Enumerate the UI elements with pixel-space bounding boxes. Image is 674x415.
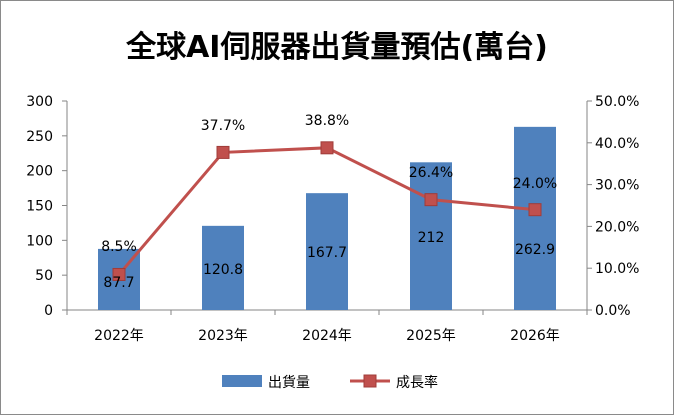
- line-data-label: 37.7%: [201, 118, 245, 134]
- line-data-label: 38.8%: [305, 113, 349, 129]
- bar-data-label: 120.8: [203, 262, 243, 278]
- y-right-tick-label: 50.0%: [595, 94, 639, 110]
- line-marker: [320, 141, 334, 155]
- y-left-tick-label: 200: [26, 164, 53, 180]
- y-left-tick-label: 0: [44, 303, 53, 319]
- line-marker: [424, 193, 438, 207]
- y-left-tick-label: 100: [26, 233, 53, 249]
- bar: [306, 193, 348, 310]
- x-tick-label: 2023年: [198, 328, 248, 344]
- bar-data-label: 167.7: [307, 245, 347, 261]
- bar-data-label: 87.7: [103, 275, 134, 291]
- y-right-tick-label: 40.0%: [595, 136, 639, 152]
- legend-swatch-bar: [222, 375, 262, 387]
- bar: [202, 225, 244, 310]
- x-tick-label: 2026年: [510, 328, 560, 344]
- line-data-label: 26.4%: [409, 165, 453, 181]
- x-tick-label: 2022年: [94, 328, 144, 344]
- y-left-tick-label: 150: [26, 199, 53, 215]
- legend-label-line: 成長率: [396, 374, 438, 391]
- legend-swatch-marker: [363, 374, 377, 388]
- line-data-label: 8.5%: [101, 239, 137, 255]
- y-right-tick-label: 20.0%: [595, 219, 639, 235]
- line-marker: [216, 145, 230, 159]
- x-tick-label: 2025年: [406, 328, 456, 344]
- chart-title: 全球AI伺服器出貨量預估(萬台): [126, 30, 548, 65]
- bar-data-label: 262.9: [515, 242, 555, 258]
- x-tick-label: 2024年: [302, 328, 352, 344]
- y-left-tick-label: 50: [35, 268, 53, 284]
- bar: [514, 126, 556, 310]
- y-right-tick-label: 30.0%: [595, 178, 639, 194]
- y-right-tick-label: 0.0%: [595, 303, 631, 319]
- y-left-tick-label: 250: [26, 129, 53, 145]
- y-right-tick-label: 10.0%: [595, 261, 639, 277]
- y-left-tick-label: 300: [26, 94, 53, 110]
- bar-data-label: 212: [418, 230, 445, 246]
- line-marker: [112, 267, 126, 281]
- line-data-label: 24.0%: [513, 176, 557, 192]
- legend-label-bar: 出貨量: [268, 374, 310, 391]
- line-marker: [528, 203, 542, 217]
- bar: [410, 162, 452, 310]
